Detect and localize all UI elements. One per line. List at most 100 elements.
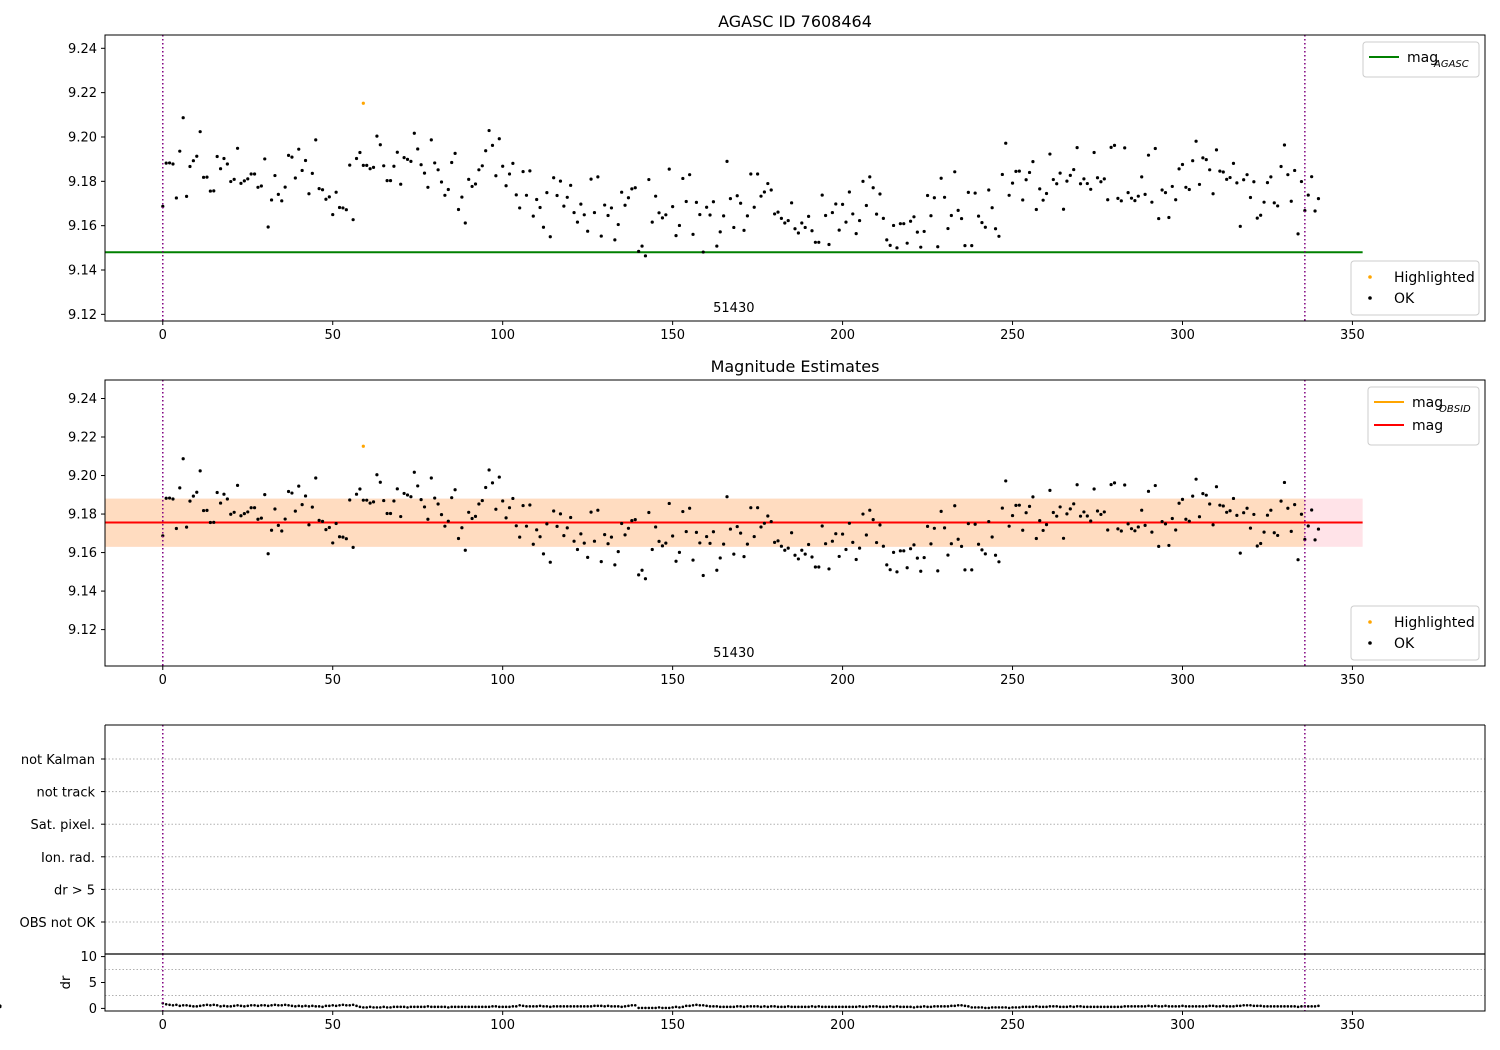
ok-point-estimates bbox=[1299, 512, 1304, 516]
dr-point bbox=[494, 1005, 498, 1008]
ok-point-estimates bbox=[300, 503, 304, 507]
dr-point bbox=[667, 1006, 671, 1010]
ok-point-agasc bbox=[259, 184, 263, 188]
ok-point-estimates bbox=[912, 543, 916, 547]
ok-point-estimates bbox=[1252, 512, 1256, 517]
ok-point-agasc bbox=[1225, 177, 1229, 181]
ok-point-estimates bbox=[790, 531, 794, 535]
ok-point-estimates bbox=[864, 533, 868, 537]
magnitude-estimates-panel: Magnitude Estimates 0 50 100 150 200 250 300 35… bbox=[68, 357, 1486, 688]
dr-point bbox=[1238, 1004, 1242, 1008]
dr-point bbox=[1306, 1005, 1310, 1008]
y-tick-label-dr: 0 bbox=[89, 1002, 97, 1017]
ok-point-agasc bbox=[565, 195, 569, 199]
dr-point bbox=[589, 1005, 593, 1008]
ok-point-agasc bbox=[698, 212, 702, 217]
dr-point bbox=[1279, 1005, 1283, 1008]
dr-point bbox=[912, 1006, 916, 1009]
ok-point-estimates bbox=[178, 486, 182, 490]
ok-point-estimates bbox=[558, 512, 563, 516]
ok-point-estimates bbox=[205, 508, 209, 512]
ok-point-agasc bbox=[976, 214, 981, 218]
ok-point-estimates bbox=[1112, 481, 1117, 485]
dr-point bbox=[1164, 1004, 1167, 1008]
ok-point-estimates bbox=[1174, 528, 1178, 532]
x-tick-label-dr: 100 bbox=[490, 1018, 515, 1033]
dr-point bbox=[749, 1005, 753, 1008]
dr-point bbox=[1069, 1005, 1072, 1008]
x-tick-label-estimates: 50 bbox=[324, 673, 341, 688]
ok-point-agasc bbox=[1075, 146, 1079, 150]
ok-point-agasc bbox=[966, 190, 970, 195]
dr-point bbox=[1058, 1005, 1062, 1009]
ok-point-estimates bbox=[959, 544, 964, 549]
dr-point bbox=[1170, 1005, 1174, 1008]
flag-label: not Kalman bbox=[21, 753, 95, 768]
ok-point-agasc bbox=[973, 191, 977, 195]
dr-point bbox=[695, 1003, 698, 1007]
ok-point-agasc bbox=[317, 187, 321, 191]
ok-point-agasc bbox=[1245, 173, 1249, 177]
ok-point-estimates bbox=[470, 516, 474, 521]
ok-point-agasc bbox=[511, 161, 515, 165]
ok-point-estimates bbox=[412, 470, 416, 474]
ok-point-agasc bbox=[983, 225, 987, 229]
ok-point-agasc bbox=[1214, 148, 1219, 152]
ok-point-estimates bbox=[382, 498, 386, 503]
ok-point-agasc bbox=[759, 194, 763, 198]
ok-point-agasc bbox=[878, 192, 882, 196]
dr-point bbox=[1286, 1005, 1290, 1008]
ok-point-agasc bbox=[1204, 157, 1208, 162]
dr-point bbox=[416, 1005, 420, 1009]
ok-point-agasc bbox=[1034, 207, 1038, 212]
dr-point bbox=[538, 1004, 542, 1008]
dr-point bbox=[1065, 1005, 1069, 1009]
ok-point-estimates bbox=[572, 539, 576, 543]
ok-point-estimates bbox=[756, 506, 760, 510]
ok-point-estimates bbox=[1279, 499, 1283, 503]
ok-point-agasc bbox=[249, 172, 253, 176]
dr-point bbox=[926, 1005, 929, 1009]
ok-point-estimates bbox=[361, 498, 365, 502]
ok-point-estimates bbox=[623, 533, 627, 537]
dr-point bbox=[705, 1004, 708, 1008]
ok-point-agasc bbox=[1095, 176, 1100, 180]
ok-point-estimates bbox=[868, 508, 872, 512]
dr-point bbox=[657, 1006, 661, 1009]
ok-point-estimates bbox=[562, 534, 566, 538]
ok-point-estimates bbox=[460, 526, 464, 530]
ok-point-estimates bbox=[507, 506, 512, 510]
ok-point-estimates bbox=[1051, 510, 1055, 515]
legend-line-sublabel-estimates: OBSID bbox=[1439, 404, 1471, 415]
ok-point-agasc bbox=[956, 208, 960, 212]
dr-point bbox=[1181, 1004, 1184, 1008]
dr-point bbox=[834, 1005, 838, 1009]
dr-point bbox=[854, 1005, 858, 1009]
flag-label: dr > 5 bbox=[54, 883, 95, 898]
dr-point bbox=[1194, 1005, 1198, 1008]
ok-point-estimates bbox=[715, 568, 719, 572]
dr-point bbox=[229, 1005, 233, 1008]
dr-point bbox=[477, 1005, 481, 1009]
dr-point bbox=[599, 1004, 603, 1008]
ok-point-estimates bbox=[752, 534, 756, 539]
dr-point bbox=[1191, 1005, 1194, 1008]
dr-point bbox=[865, 1005, 868, 1009]
ok-point-estimates bbox=[1282, 480, 1287, 485]
dr-point bbox=[725, 1005, 729, 1009]
dr-point bbox=[1126, 1005, 1130, 1008]
ok-point-estimates bbox=[1276, 533, 1280, 538]
x-tick-label-estimates: 150 bbox=[660, 673, 685, 688]
y-tick-label-estimates: 9.22 bbox=[68, 431, 97, 446]
dr-point bbox=[300, 1005, 304, 1008]
ok-point-estimates bbox=[1075, 483, 1079, 487]
ok-point-agasc bbox=[497, 137, 501, 141]
ok-point-estimates bbox=[337, 535, 342, 539]
dr-point bbox=[616, 1005, 620, 1008]
ok-point-agasc bbox=[810, 229, 814, 233]
ok-point-agasc bbox=[936, 245, 940, 249]
y-tick-label-agasc: 9.12 bbox=[68, 308, 97, 323]
axes-frame-agasc bbox=[104, 34, 1486, 322]
dr-point bbox=[263, 1004, 267, 1007]
ok-point-agasc bbox=[388, 179, 393, 183]
